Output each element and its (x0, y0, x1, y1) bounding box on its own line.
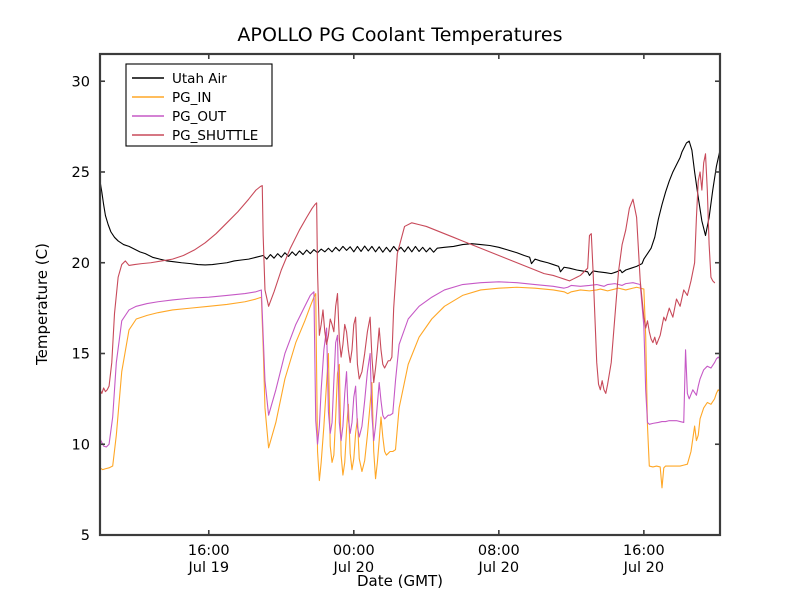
x-tick-label-date: Jul 20 (333, 560, 375, 576)
y-tick-label: 30 (72, 74, 90, 90)
y-tick-label: 5 (81, 528, 90, 544)
chart-legend: Utah Air PG_IN PG_OUT PG_SHUTTLE (125, 63, 273, 147)
legend-label-2: PG_OUT (172, 109, 227, 125)
page-title: APOLLO PG Coolant Temperatures (237, 24, 563, 46)
x-tick-label-time: 00:00 (333, 543, 375, 559)
y-axis-label: Temperature (C) (33, 243, 51, 365)
y-tick-label: 15 (72, 347, 90, 363)
series-line-pg-shuttle (99, 153, 716, 394)
x-tick-label-date: Jul 20 (478, 560, 520, 576)
legend-label-0: Utah Air (172, 71, 227, 87)
axis-frame (98, 52, 722, 537)
series-line-utah-air (99, 140, 721, 276)
y-tick-label: 20 (72, 256, 90, 272)
legend-label-1: PG_IN (172, 90, 211, 106)
y-tick-label: 25 (72, 165, 90, 181)
series-line-pg-out (99, 281, 721, 448)
series-line-pg-in (99, 286, 721, 489)
x-axis-label: Date (GMT) (356, 572, 444, 590)
x-tick-label-time: 08:00 (478, 543, 520, 559)
x-tick-label-time: 16:00 (188, 543, 230, 559)
x-tick-label-time: 16:00 (623, 543, 665, 559)
legend-label-3: PG_SHUTTLE (172, 128, 258, 144)
x-tick-label-date: Jul 20 (623, 560, 665, 576)
y-tick-label: 10 (72, 437, 90, 453)
x-tick-label-date: Jul 19 (187, 560, 229, 576)
